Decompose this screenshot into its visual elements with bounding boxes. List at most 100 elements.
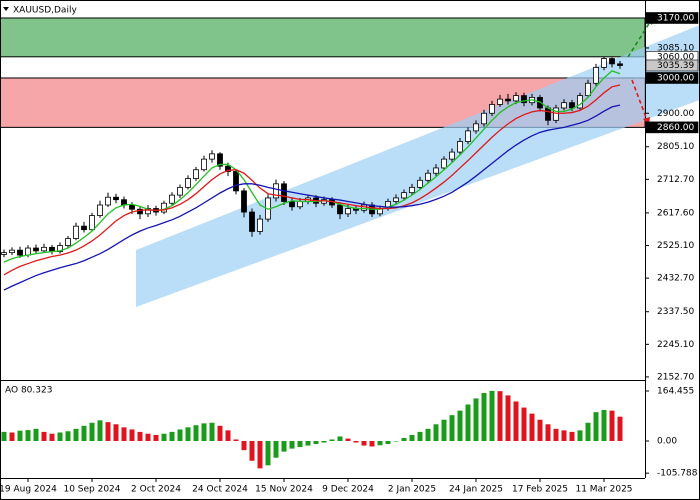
ao-bar	[505, 395, 511, 442]
candle-body	[9, 249, 15, 254]
ao-bar	[417, 431, 423, 442]
ao-bar	[57, 432, 63, 442]
candle-body	[281, 183, 287, 202]
candle-body	[185, 178, 191, 188]
ao-bar	[185, 427, 191, 442]
candle-body	[233, 171, 239, 192]
candle-body	[521, 95, 527, 104]
level-label: 3000.00	[657, 73, 694, 83]
candle-body	[57, 245, 63, 252]
candle-body	[473, 123, 479, 132]
ao-bar	[33, 428, 39, 442]
ao-bar	[281, 441, 287, 452]
ao-bar	[1, 431, 7, 442]
candle-body	[73, 225, 79, 239]
candle-body	[201, 158, 207, 171]
ao-bar	[377, 441, 383, 446]
ao-bar	[65, 431, 71, 442]
ao-bar	[497, 391, 503, 442]
level-label: 2860.00	[657, 123, 694, 133]
ao-bar	[529, 413, 535, 442]
last-price-label-box	[645, 59, 699, 72]
ao-bar	[593, 412, 599, 442]
ao-bar	[513, 401, 519, 442]
ao-bar	[145, 433, 151, 442]
x-tick-label: 2 Jan 2025	[388, 485, 436, 495]
ao-bar	[137, 431, 143, 442]
candle-body	[481, 112, 487, 125]
ao-bar	[17, 430, 23, 442]
symbol-menu[interactable]	[3, 7, 9, 11]
candle-body	[105, 196, 111, 206]
ao-bar	[257, 441, 263, 469]
candle-body	[41, 246, 47, 252]
ao-bar	[89, 422, 95, 442]
ao-bar	[553, 428, 559, 442]
candle-body	[161, 202, 167, 213]
ao-bar	[153, 434, 159, 442]
candle-body	[297, 201, 303, 208]
candle-body	[609, 58, 615, 65]
ao-bar	[193, 425, 199, 442]
moving-average	[3, 84, 621, 276]
ao-bar	[481, 392, 487, 442]
candle-body	[33, 247, 39, 252]
y-tick-label: 0.00	[657, 437, 677, 447]
ao-bar	[73, 428, 79, 442]
ao-bar	[545, 424, 551, 442]
ao-bar	[521, 407, 527, 442]
ao-bar	[465, 404, 471, 442]
candle-body	[209, 153, 215, 160]
ao-bar	[105, 422, 111, 442]
candle-body	[545, 107, 551, 121]
candle-body	[193, 169, 199, 179]
candle-body	[81, 225, 87, 231]
candle-body	[289, 201, 295, 208]
x-tick-label: 9 Dec 2024	[322, 485, 374, 495]
candle-body	[489, 104, 495, 114]
ao-bar	[609, 410, 615, 442]
candle-body	[569, 102, 575, 109]
candle-body	[225, 165, 231, 172]
candle-body	[465, 130, 471, 142]
ao-bar	[401, 437, 407, 442]
ao-bar	[457, 410, 463, 442]
plot-area	[0, 17, 700, 469]
ao-bar	[169, 431, 175, 442]
y-tick-label: 2525.10	[657, 241, 694, 251]
last-price-label: 3035.39	[657, 61, 694, 71]
ao-bar	[449, 415, 455, 442]
ao-bar	[537, 419, 543, 442]
ao-bar	[433, 424, 439, 442]
x-tick-label: 11 Mar 2025	[575, 485, 632, 495]
y-tick-label: 3085.10	[657, 43, 694, 53]
ao-bar	[289, 441, 295, 449]
candle-body	[497, 98, 503, 105]
ao-bar	[201, 423, 207, 442]
ao-bar	[321, 441, 327, 443]
level-label-box	[645, 72, 699, 84]
ao-bar	[81, 425, 87, 442]
candle-body	[169, 194, 175, 204]
ao-bar	[561, 430, 567, 442]
moving-average	[3, 70, 621, 263]
candle-body	[25, 247, 31, 256]
candle-body	[441, 158, 447, 169]
ao-bar	[305, 441, 311, 446]
ao-bar	[409, 434, 415, 442]
x-tick-label: 24 Jan 2025	[449, 485, 503, 495]
x-tick-label: 10 Sep 2024	[63, 485, 120, 495]
candle-body	[457, 141, 463, 153]
candle-body	[593, 66, 599, 84]
x-tick-label: 2 Oct 2024	[131, 485, 181, 495]
ao-bar	[569, 431, 575, 442]
level-label: 3060.00	[657, 52, 694, 62]
ao-bar	[353, 441, 359, 443]
candle-body	[393, 197, 399, 202]
level-label-box	[645, 12, 699, 24]
ao-bar	[161, 433, 167, 442]
candle-body	[217, 153, 223, 167]
y-tick-label: 2900.00	[657, 109, 694, 119]
candle-body	[345, 208, 351, 215]
